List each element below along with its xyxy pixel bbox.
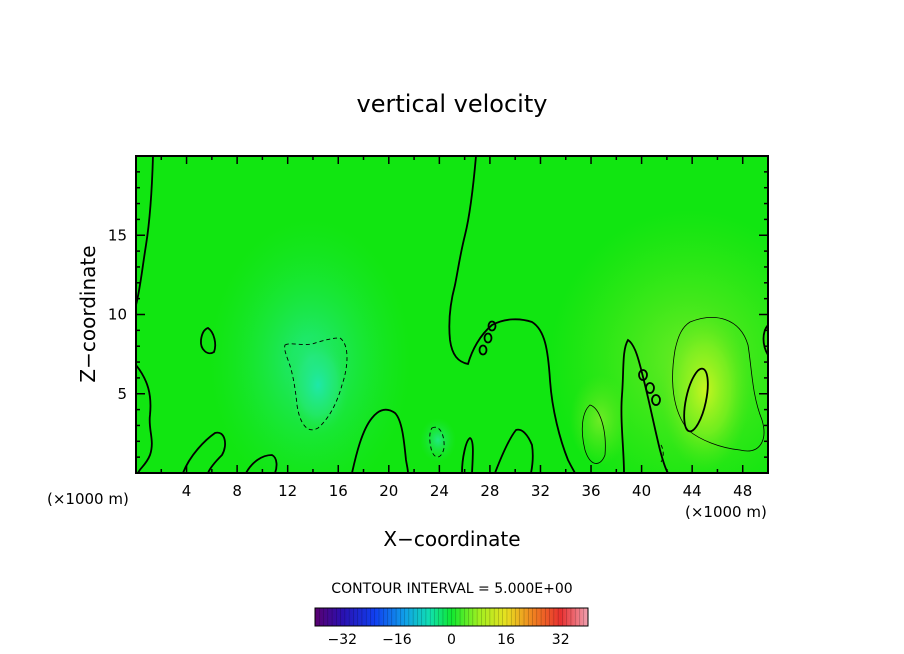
x-tick-label: 24 — [430, 482, 449, 500]
colorbar-tick-label: −16 — [382, 632, 412, 648]
x-tick-label: 28 — [480, 482, 499, 500]
contour-bubble-6 — [487, 320, 497, 332]
contour-bump-6km — [182, 431, 226, 473]
contour-interval-label: CONTOUR INTERVAL = 5.000E+00 — [331, 581, 572, 597]
contour-bump-10km — [245, 454, 278, 473]
zero-contours — [136, 156, 768, 473]
x-tick-label: 44 — [683, 482, 702, 500]
x-tick-label: 16 — [329, 482, 348, 500]
contour-negative-tiny — [660, 444, 664, 463]
contour-bubble-2 — [645, 382, 655, 394]
colorbar-divisions — [319, 608, 584, 626]
contour-bump-26km — [461, 436, 474, 473]
x-tick-label: 32 — [531, 482, 550, 500]
x-axis-title: X−coordinate — [383, 527, 520, 551]
x-tick-label: 40 — [632, 482, 651, 500]
contour-positive-secondary — [581, 404, 606, 464]
colorbar-tick-label: −32 — [328, 632, 358, 648]
contour-bubble-5 — [483, 332, 493, 344]
x-axis-unit-left: (×1000 m) — [47, 490, 129, 508]
positive-contours — [581, 317, 765, 464]
x-tick-label: 4 — [182, 482, 192, 500]
contour-negative-small — [429, 426, 445, 458]
colorbar: −32 −16 0 16 32 — [314, 607, 589, 648]
updraft-secondary — [570, 375, 630, 465]
contour-positive-5 — [672, 317, 765, 452]
contour-central-long — [448, 156, 576, 473]
contour-negative-5 — [284, 337, 348, 431]
colorbar-tick-label: 32 — [552, 632, 570, 648]
contour-cluster-38km — [620, 338, 669, 473]
colorbar-tick-labels: −32 −16 0 16 32 — [328, 632, 570, 648]
y-tick-label: 10 — [108, 306, 127, 324]
updraft-core — [660, 310, 750, 470]
contour-zero-left-bottom — [136, 364, 153, 473]
x-tick-label: 48 — [733, 482, 752, 500]
contour-loop-6km — [200, 327, 217, 355]
contour-zero-left — [136, 156, 154, 306]
downdraft-core — [286, 335, 350, 435]
contour-wiggle-20km — [351, 408, 409, 473]
x-tick-labels: 4 8 12 16 20 24 28 32 36 40 44 48 — [182, 482, 752, 500]
colorbar-fill — [314, 607, 589, 627]
colorbar-tick-label: 16 — [497, 632, 515, 648]
y-tick-label: 15 — [108, 226, 127, 244]
x-tick-label: 8 — [232, 482, 242, 500]
x-tick-marks — [160, 156, 744, 473]
contour-bubble-1 — [638, 369, 648, 381]
y-tick-marks — [136, 171, 768, 458]
colorbar-tick-label: 0 — [447, 632, 456, 648]
y-tick-labels: 5 10 15 — [108, 226, 127, 403]
downdraft-small — [420, 418, 456, 462]
chart-title: vertical velocity — [357, 90, 548, 118]
contour-bubble-3 — [651, 394, 661, 406]
contour-wiggle-29km — [494, 428, 534, 473]
y-tick-label: 5 — [117, 385, 127, 403]
negative-contours — [284, 337, 664, 463]
contour-right-edge — [762, 324, 768, 356]
y-axis-title: Z−coordinate — [76, 245, 100, 382]
x-tick-label: 12 — [278, 482, 297, 500]
x-axis-unit-right: (×1000 m) — [685, 503, 767, 521]
plot-area — [136, 156, 768, 473]
x-tick-label: 20 — [379, 482, 398, 500]
x-tick-label: 36 — [581, 482, 600, 500]
contour-bubble-4 — [478, 344, 488, 356]
